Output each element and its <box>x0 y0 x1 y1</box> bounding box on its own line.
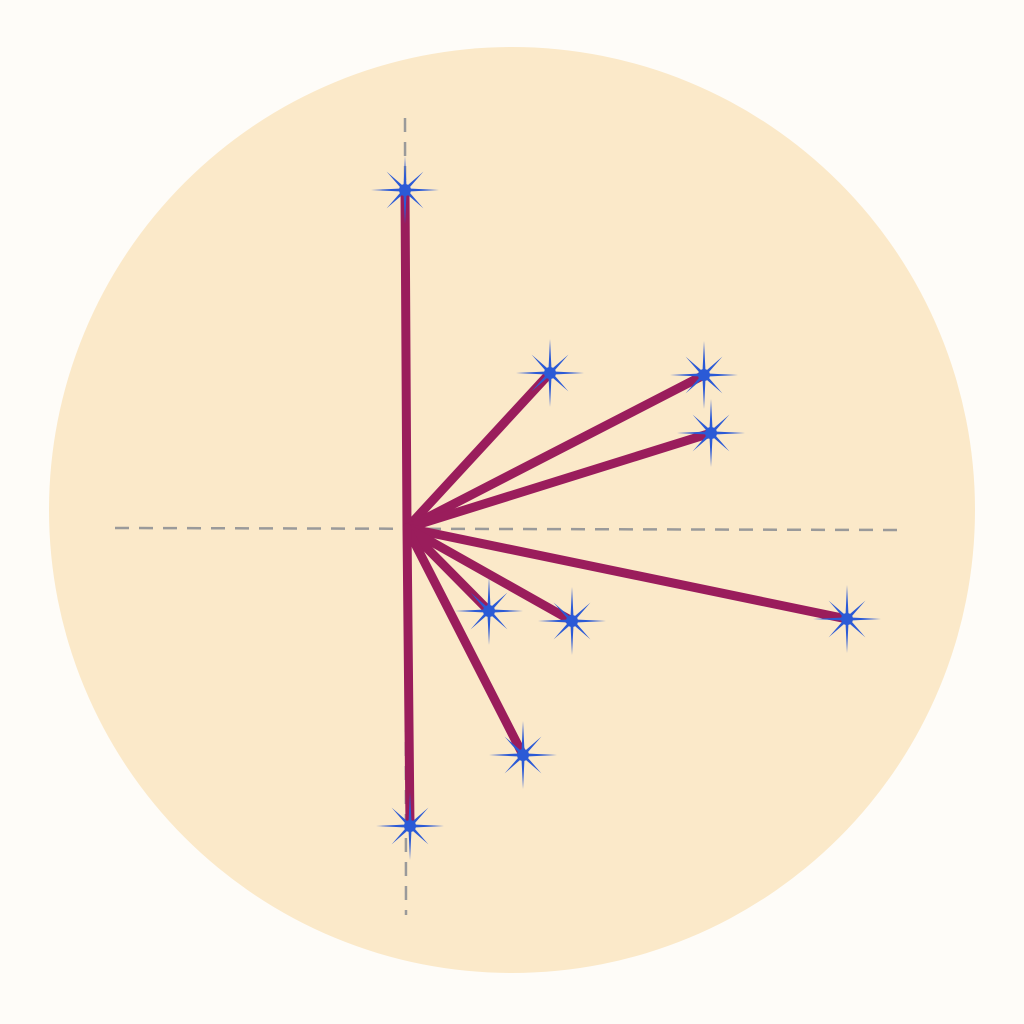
background-disc <box>49 47 975 973</box>
vector-8 <box>402 523 528 760</box>
eight-point-star-icon <box>677 399 745 467</box>
vector-3 <box>402 370 709 533</box>
star-center <box>404 820 416 832</box>
star-center <box>841 613 853 625</box>
eight-point-star-icon <box>516 339 584 407</box>
vector-2 <box>402 368 555 533</box>
star-center <box>483 605 495 617</box>
eight-point-star-icon <box>371 156 439 224</box>
markers-group <box>371 156 881 860</box>
vector-1 <box>400 185 412 533</box>
vector-6 <box>402 523 577 626</box>
star-center <box>399 184 411 196</box>
eight-point-star-icon <box>813 585 881 653</box>
vector-4 <box>402 428 716 533</box>
eight-point-star-icon <box>670 341 738 409</box>
vectors-group <box>400 185 852 831</box>
star-center <box>705 427 717 439</box>
star-center <box>544 367 556 379</box>
eight-point-star-icon <box>538 587 606 655</box>
horizontal-axis <box>114 526 899 532</box>
eight-point-star-icon <box>455 577 523 645</box>
vector-5 <box>402 523 852 624</box>
star-center <box>698 369 710 381</box>
vector-9 <box>402 523 415 831</box>
star-center <box>517 749 529 761</box>
star-center <box>566 615 578 627</box>
eight-point-star-icon <box>376 792 444 860</box>
eight-point-star-icon <box>489 721 557 789</box>
